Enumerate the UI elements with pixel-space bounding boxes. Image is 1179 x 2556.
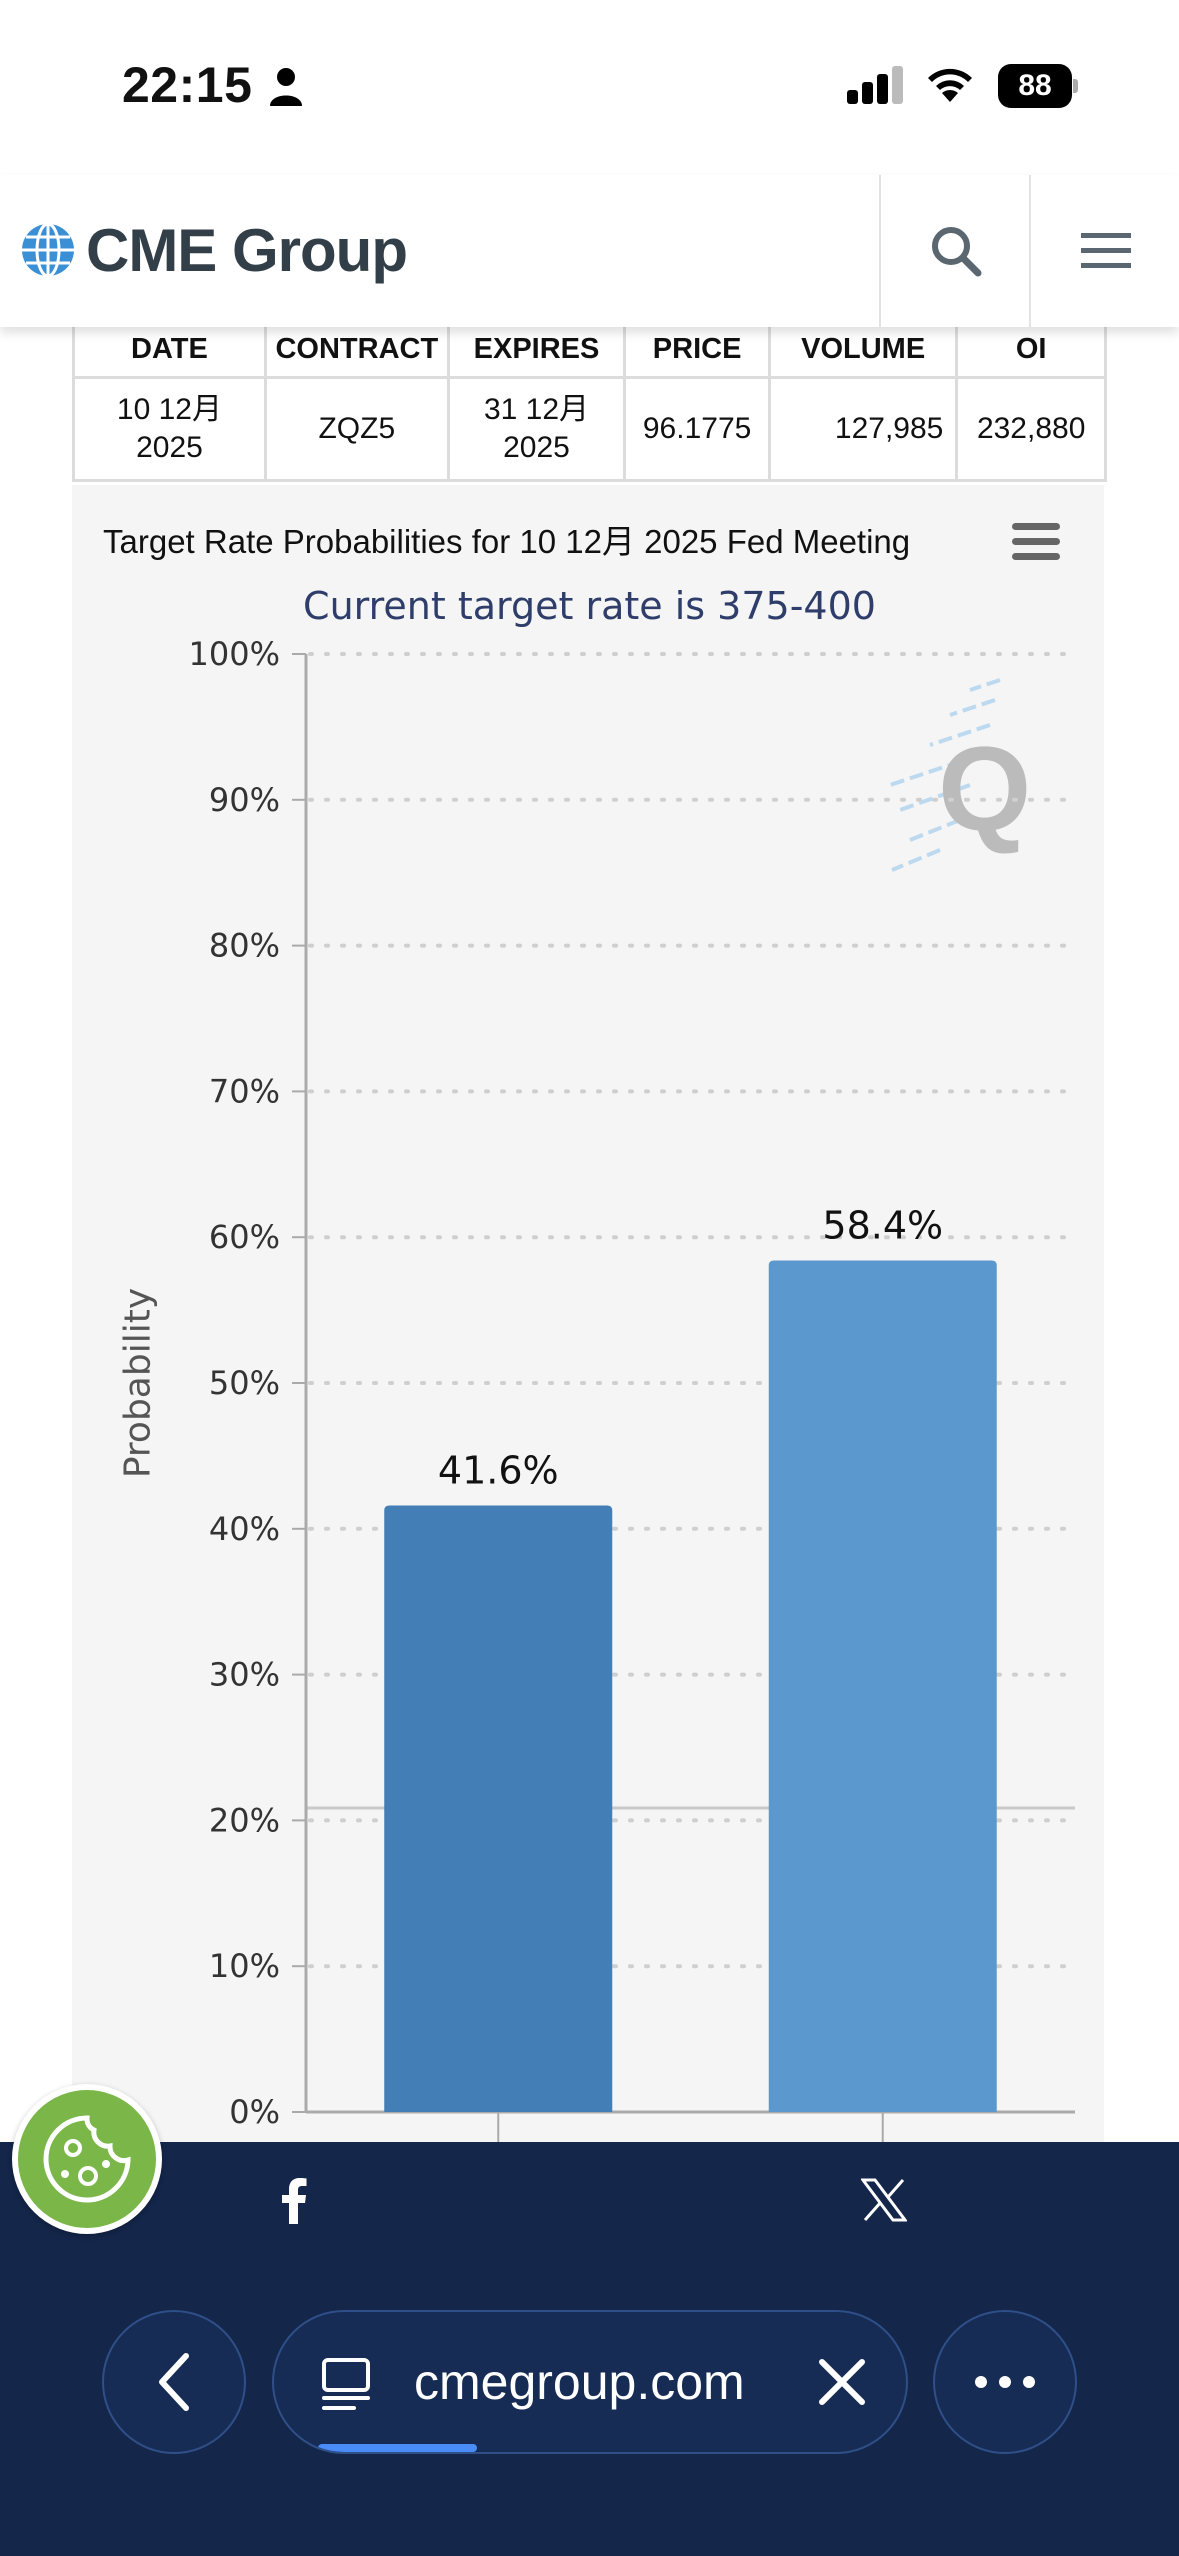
y-axis-title: Probability: [117, 1287, 159, 1479]
menu-button[interactable]: [1032, 175, 1179, 327]
site-header: CME Group: [0, 175, 1179, 327]
cell-volume: 127,985: [767, 376, 959, 482]
cell-contract: ZQZ5: [263, 376, 450, 482]
search-icon: [932, 227, 982, 277]
ellipsis-icon: [975, 2376, 1035, 2388]
cell-oi: 232,880: [955, 376, 1107, 482]
cookie-settings-button[interactable]: [12, 2084, 162, 2234]
chart-title: Target Rate Probabilities for 10 12月 202…: [103, 523, 911, 560]
page-load-progress: [318, 2444, 477, 2452]
svg-text:Q: Q: [938, 722, 1031, 856]
facebook-share-button[interactable]: [254, 2160, 334, 2240]
facebook-icon: [282, 2178, 307, 2224]
x-share-button[interactable]: [844, 2160, 924, 2240]
cell-date: 10 12月 2025: [72, 376, 267, 482]
back-button[interactable]: [102, 2310, 246, 2454]
search-button[interactable]: [882, 175, 1030, 327]
more-options-button[interactable]: [933, 2310, 1077, 2454]
battery-icon: 88: [998, 64, 1078, 108]
address-bar[interactable]: cmegroup.com: [272, 2310, 908, 2454]
quikstrike-watermark-icon: Q: [889, 678, 1031, 872]
tab-icon: [322, 2358, 370, 2410]
person-icon: [270, 68, 302, 106]
wifi-icon: [928, 68, 972, 102]
x-logo-icon: [861, 2178, 907, 2222]
url-text: cmegroup.com: [414, 2354, 745, 2410]
table-row: 10 12月 2025 ZQZ5 31 12月 2025 96.1775 127,9…: [72, 376, 1107, 482]
chart-subtitle: Current target rate is 375-400: [303, 584, 876, 628]
close-icon[interactable]: [810, 2350, 874, 2414]
cell-expires: 31 12月 2025: [446, 376, 627, 482]
logo-text: CME Group: [86, 216, 408, 284]
hamburger-icon: [1080, 233, 1131, 268]
cookie-icon: [43, 2115, 131, 2203]
status-bar: 22:15 88: [0, 0, 1179, 175]
quotes-table: DATE CONTRACT EXPIRES PRICE VOLUME OI 10…: [72, 300, 1107, 482]
signal-icon: [847, 66, 903, 104]
chart-menu-icon[interactable]: [1010, 520, 1062, 564]
cme-logo[interactable]: CME Group: [20, 215, 408, 285]
cell-price: 96.1775: [623, 376, 771, 482]
status-time: 22:15: [122, 57, 253, 113]
globe-icon: [22, 222, 74, 278]
battery-level: 88: [998, 64, 1072, 108]
chevron-left-icon: [159, 2353, 189, 2411]
